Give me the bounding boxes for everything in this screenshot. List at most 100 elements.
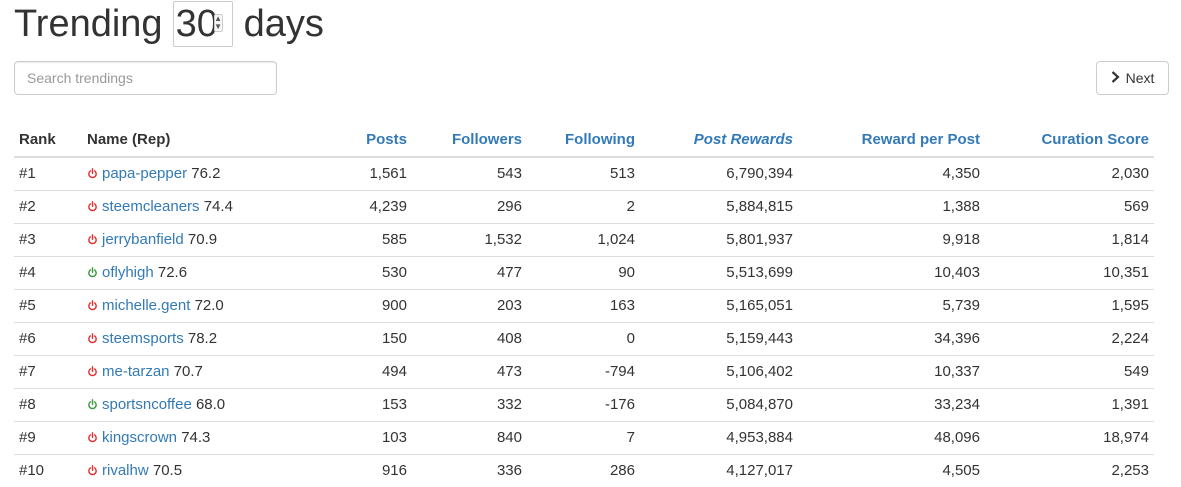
user-link[interactable]: rivalhw [102,462,149,480]
column-header-rank: Rank [14,123,82,158]
spinner-arrows-icon[interactable]: ▲ ▼ [213,14,223,32]
followers-cell: 408 [412,321,527,355]
curation-score-cell: 1,814 [985,222,1154,256]
following-cell: 1,024 [527,222,640,256]
following-cell: 0 [527,321,640,355]
table-row: #5 michelle.gent 72.0 900 203 163 5,165,051 5,… [14,288,1154,322]
post-rewards-cell: 5,159,443 [640,321,798,355]
curation-score-cell: 10,351 [985,255,1154,289]
table-header-row: Rank Name (Rep) Posts Followers Followin… [14,123,1154,158]
post-rewards-cell: 5,084,870 [640,387,798,421]
posts-cell: 4,239 [322,189,412,223]
posts-cell: 900 [322,288,412,322]
column-header-curation-score[interactable]: Curation Score [985,123,1154,158]
following-cell: 286 [527,453,640,487]
name-cell: michelle.gent 72.0 [82,288,322,322]
table-row: #2 steemcleaners 74.4 4,239 296 2 5,884,815 1,… [14,189,1154,223]
followers-cell: 336 [412,453,527,487]
post-rewards-cell: 6,790,394 [726,165,793,183]
reward-per-post-cell: 4,350 [942,165,980,183]
rank-cell: #10 [14,453,82,487]
followers-cell: 203 [412,288,527,322]
user-link[interactable]: michelle.gent [102,297,191,314]
posts-cell: 916 [322,453,412,487]
column-header-following[interactable]: Following [527,123,640,158]
column-header-reward-per-post[interactable]: Reward per Post [798,123,985,158]
reward-per-post-cell: 34,396 [798,321,985,355]
next-button-label: Next [1125,70,1155,86]
days-value: 30 [175,3,218,45]
power-status-icon [87,232,98,245]
reward-per-post-cell: 10,337 [798,354,985,388]
power-status-icon [87,364,98,377]
curation-score-cell: 2,253 [985,453,1154,487]
post-rewards-cell: 5,106,402 [640,354,798,388]
followers-cell: 840 [412,420,527,454]
user-link[interactable]: me-tarzan [102,363,170,380]
name-cell: sportsncoffee 68.0 [82,387,322,421]
column-header-posts[interactable]: Posts [322,123,412,158]
rank-cell: #5 [14,288,82,322]
following-cell: -176 [527,387,640,421]
reputation-value: 76.2 [191,165,221,183]
table-row: #6 steemsports 78.2 150 408 0 5,159,443 34,396… [14,321,1154,355]
power-status-icon [87,397,98,410]
name-cell: oflyhigh 72.6 [82,255,322,289]
rank-cell: #4 [14,255,82,289]
curation-score-cell: 549 [985,354,1154,388]
curation-score-cell: 569 [985,189,1154,223]
following-cell: 2 [527,189,640,223]
following-cell: 7 [527,420,640,454]
user-link[interactable]: oflyhigh [102,264,154,281]
name-cell: papa-pepper 76.2 [82,157,322,190]
posts-cell: 1,561 [369,165,407,183]
table-row: #9 kingscrown 74.3 103 840 7 4,953,884 48,096 1… [14,420,1154,454]
followers-cell: 477 [412,255,527,289]
user-link[interactable]: jerrybanfield [102,231,184,248]
power-status-icon [87,430,98,443]
post-rewards-cell: 4,127,017 [640,453,798,487]
followers-cell: 543 [496,165,522,183]
followers-cell: 473 [412,354,527,388]
following-cell: 513 [609,165,635,183]
table-row: #1 papa-pepper 76.2 1,561 543 513 6,790,394 4,… [14,157,1154,190]
next-button[interactable]: Next [1096,61,1169,95]
power-status-icon [87,199,98,212]
post-rewards-cell: 5,165,051 [640,288,798,322]
reputation-value: 72.0 [194,297,224,314]
reputation-value: 70.5 [152,462,183,480]
reward-per-post-cell: 33,234 [798,387,985,421]
user-link[interactable]: kingscrown [102,429,178,446]
user-link[interactable]: papa-pepper [102,165,188,183]
name-cell: kingscrown 74.3 [82,420,322,454]
power-status-icon [87,463,98,476]
trending-table: Rank Name (Rep) Posts Followers Followin… [14,123,1154,487]
posts-cell: 153 [322,387,412,421]
power-status-icon [87,331,98,344]
power-status-icon [87,265,98,278]
table-row: #3 jerrybanfield 70.9 585 1,532 1,024 5,801,9… [14,222,1154,256]
chevron-right-icon [1111,70,1120,86]
rank-cell: #8 [14,387,82,421]
name-cell: me-tarzan 70.7 [82,354,322,388]
posts-cell: 494 [322,354,412,388]
post-rewards-cell: 5,801,937 [640,222,798,256]
user-link[interactable]: sportsncoffee [102,396,192,413]
user-link[interactable]: steemcleaners [102,198,200,215]
reward-per-post-cell: 1,388 [798,189,985,223]
user-link[interactable]: steemsports [102,330,184,347]
followers-cell: 296 [412,189,527,223]
reward-per-post-cell: 4,505 [798,453,985,487]
reputation-value: 70.7 [173,363,203,380]
days-number-input[interactable]: 30 ▲ ▼ [172,1,233,47]
reward-per-post-cell: 5,739 [798,288,985,322]
name-cell: steemsports 78.2 [82,321,322,355]
rank-cell: #6 [14,321,82,355]
rank-cell: #2 [14,189,82,223]
post-rewards-cell: 5,884,815 [640,189,798,223]
reputation-value: 74.3 [181,429,211,446]
column-header-post-rewards[interactable]: Post Rewards [640,123,798,158]
search-input[interactable] [14,61,277,95]
following-cell: -794 [527,354,640,388]
column-header-followers[interactable]: Followers [412,123,527,158]
